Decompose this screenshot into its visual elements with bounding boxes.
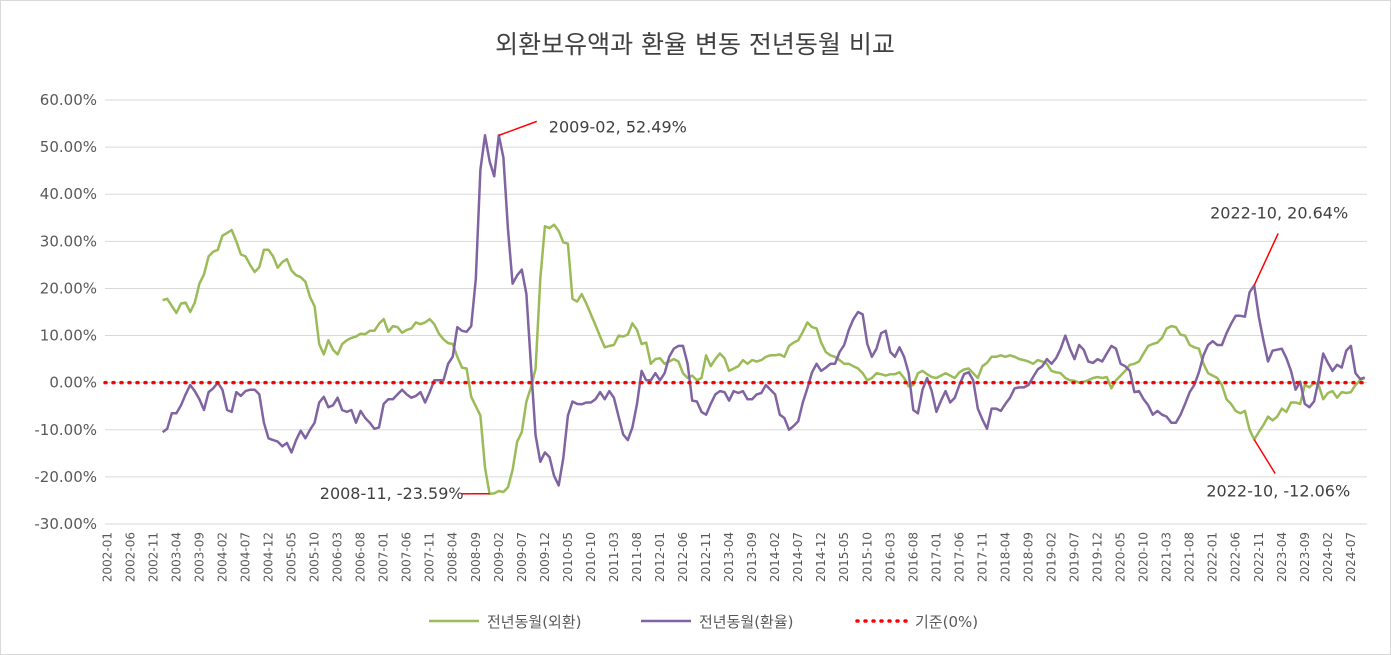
x-tick-label: 2008-09 — [469, 532, 483, 582]
x-tick-label: 2004-12 — [262, 532, 276, 582]
x-tick-label: 2003-04 — [169, 532, 183, 582]
annotation-label: 2022-10, -12.06% — [1206, 481, 1350, 500]
x-tick-label: 2012-01 — [653, 532, 667, 582]
x-tick-label: 2021-08 — [1183, 532, 1197, 582]
x-tick-label: 2007-01 — [377, 532, 391, 582]
legend: 전년동월(외환) 전년동월(환율) 기준(0%) — [429, 613, 978, 631]
x-tick-label: 2008-04 — [446, 532, 460, 582]
x-tick-label: 2012-06 — [676, 532, 690, 582]
annotation-leader — [1253, 233, 1279, 286]
y-tick-label: 40.00% — [40, 185, 97, 203]
x-tick-label: 2022-06 — [1229, 532, 1243, 582]
x-tick-label: 2009-07 — [515, 532, 529, 582]
x-tick-label: 2024-07 — [1344, 532, 1358, 582]
legend-label: 기준(0%) — [915, 613, 978, 631]
x-axis-ticks: 2002-01 2002-06 2002-11 2003-04 2003-09 2004-… — [100, 532, 1358, 582]
annotation-leader — [1253, 439, 1276, 474]
x-tick-label: 2005-05 — [285, 532, 299, 582]
x-tick-label: 2017-06 — [952, 532, 966, 582]
x-tick-label: 2019-02 — [1045, 532, 1059, 582]
x-tick-label: 2009-02 — [492, 532, 506, 582]
x-tick-label: 2002-06 — [123, 532, 137, 582]
x-tick-label: 2022-11 — [1252, 532, 1266, 582]
x-tick-label: 2014-02 — [768, 532, 782, 582]
y-tick-label: 50.00% — [40, 138, 97, 156]
x-tick-label: 2013-09 — [745, 532, 759, 582]
x-tick-label: 2010-10 — [584, 532, 598, 582]
x-tick-label: 2020-10 — [1137, 532, 1151, 582]
x-tick-label: 2013-04 — [722, 532, 736, 582]
annotation-leader — [498, 120, 538, 137]
x-tick-label: 2002-01 — [100, 532, 114, 582]
series-line — [161, 134, 1365, 487]
x-tick-label: 2006-03 — [331, 532, 345, 582]
x-tick-label: 2004-02 — [215, 532, 229, 582]
x-tick-label: 2007-06 — [400, 532, 414, 582]
y-axis-ticks: 60.00% 50.00% 40.00% 30.00% 20.00% 10.00% 0.00… — [34, 91, 97, 533]
x-tick-label: 2017-11 — [975, 532, 989, 582]
x-tick-label: 2015-10 — [860, 532, 874, 582]
x-tick-label: 2023-09 — [1298, 532, 1312, 582]
gridlines — [105, 99, 1367, 525]
annotation-label: 2009-02, 52.49% — [549, 117, 687, 136]
x-tick-label: 2019-07 — [1068, 532, 1082, 582]
series-line — [162, 223, 1366, 496]
x-tick-label: 2014-12 — [814, 532, 828, 582]
x-tick-label: 2018-04 — [998, 532, 1012, 582]
x-tick-label: 2012-11 — [699, 532, 713, 582]
x-tick-label: 2021-03 — [1160, 532, 1174, 582]
annotation-label: 2022-10, 20.64% — [1210, 203, 1348, 222]
y-tick-label: -10.00% — [34, 421, 97, 439]
x-tick-label: 2011-08 — [630, 532, 644, 582]
x-tick-label: 2009-12 — [538, 532, 552, 582]
legend-label: 전년동월(외환) — [487, 613, 582, 631]
y-tick-label: 30.00% — [40, 232, 97, 250]
legend-label: 전년동월(환율) — [699, 613, 794, 631]
x-tick-label: 2022-01 — [1206, 532, 1220, 582]
x-tick-label: 2023-04 — [1275, 532, 1289, 582]
y-tick-label: -30.00% — [34, 515, 97, 533]
x-tick-label: 2002-11 — [146, 532, 160, 582]
x-tick-label: 2003-09 — [192, 532, 206, 582]
x-tick-label: 2005-10 — [308, 532, 322, 582]
x-tick-label: 2016-03 — [883, 532, 897, 582]
x-tick-label: 2006-08 — [354, 532, 368, 582]
y-tick-label: 10.00% — [40, 327, 97, 345]
annotation-label: 2008-11, -23.59% — [320, 484, 464, 503]
x-tick-label: 2011-03 — [607, 532, 621, 582]
annotations: 2009-02, 52.49% 2008-11, -23.59% 2022-10, … — [320, 117, 1350, 502]
y-tick-label: 20.00% — [40, 279, 97, 297]
x-tick-label: 2020-05 — [1114, 532, 1128, 582]
x-tick-label: 2018-09 — [1021, 532, 1035, 582]
chart-title: 외환보유액과 환율 변동 전년동월 비교 — [495, 30, 895, 59]
series-lines — [103, 134, 1369, 496]
y-tick-label: -20.00% — [34, 468, 97, 486]
x-tick-label: 2010-05 — [561, 532, 575, 582]
x-tick-label: 2019-12 — [1091, 532, 1105, 582]
x-tick-label: 2004-07 — [238, 532, 252, 582]
y-tick-label: 60.00% — [40, 91, 97, 109]
x-tick-label: 2016-08 — [906, 532, 920, 582]
x-tick-label: 2007-11 — [423, 532, 437, 582]
x-tick-label: 2015-05 — [837, 532, 851, 582]
x-tick-label: 2024-02 — [1321, 532, 1335, 582]
x-tick-label: 2017-01 — [929, 532, 943, 582]
x-tick-label: 2014-07 — [791, 532, 805, 582]
y-tick-label: 0.00% — [49, 374, 97, 392]
